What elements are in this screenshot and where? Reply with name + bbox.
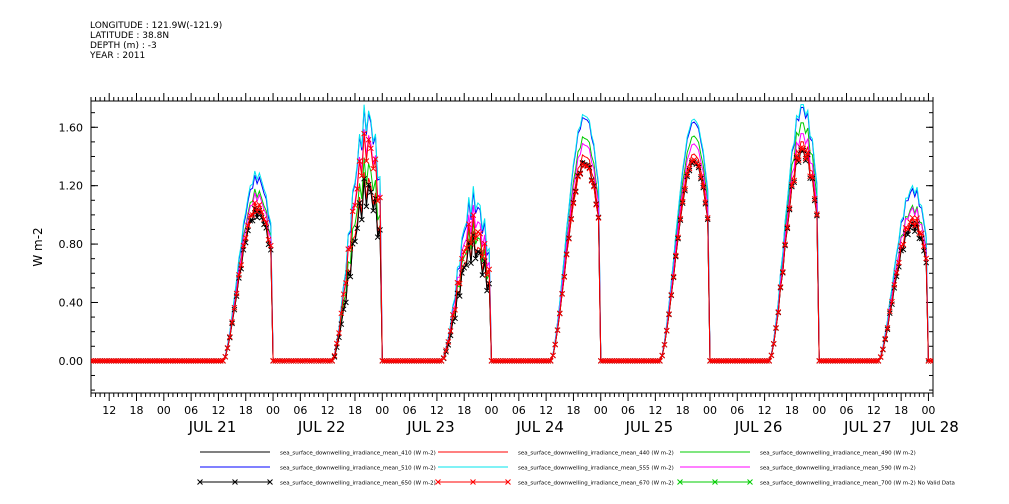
x-hour-tick-label: 12 (539, 404, 553, 417)
legend-label: sea_surface_downwelling_irradiance_mean_… (760, 481, 955, 487)
series-markers-650 (91, 147, 933, 364)
x-hour-tick-label: 06 (512, 404, 526, 417)
legend-marker (470, 479, 476, 485)
legend-marker (197, 479, 203, 485)
series-line-410 (91, 147, 933, 362)
legend-marker (435, 479, 441, 485)
legend-label: sea_surface_downwelling_irradiance_mean_… (280, 466, 436, 472)
x-day-label: JUL 25 (625, 418, 674, 436)
y-tick-label: 0.00 (59, 355, 84, 368)
x-hour-tick-label: 12 (648, 404, 662, 417)
legend-marker (232, 479, 238, 485)
y-tick-label: 1.60 (59, 121, 84, 134)
legend-label: sea_surface_downwelling_irradiance_mean_… (518, 451, 674, 457)
x-day-label: JUL 26 (734, 418, 783, 436)
x-hour-tick-label: 18 (457, 404, 471, 417)
x-hour-tick-label: 12 (430, 404, 444, 417)
y-tick-label: 0.80 (59, 238, 84, 251)
depth-text: DEPTH (m) : -3 (90, 41, 157, 51)
longitude-text: LONGITUDE : 121.9W(-121.9) (90, 21, 223, 31)
x-hour-tick-label: 00 (703, 404, 717, 417)
x-hour-tick-label: 12 (758, 404, 772, 417)
x-hour-tick-label: 12 (102, 404, 116, 417)
x-hour-tick-label: 06 (730, 404, 744, 417)
x-hour-tick-label: 12 (867, 404, 881, 417)
dataset-header: LONGITUDE : 121.9W(-121.9) LATITUDE : 38… (90, 21, 222, 61)
year-text: YEAR : 2011 (90, 51, 146, 61)
x-hour-tick-label: 18 (676, 404, 690, 417)
x-day-label: JUL 28 (910, 418, 959, 436)
series-line-440 (91, 141, 933, 362)
legend-label: sea_surface_downwelling_irradiance_mean_… (518, 481, 674, 487)
x-day-label: JUL 24 (515, 418, 564, 436)
x-hour-tick-label: 06 (840, 404, 854, 417)
x-day-label: JUL 23 (406, 418, 455, 436)
y-tick-label: 0.40 (59, 296, 84, 309)
legend-label: sea_surface_downwelling_irradiance_mean_… (280, 481, 436, 487)
legend-label: sea_surface_downwelling_irradiance_mean_… (518, 466, 674, 472)
legend-marker (712, 479, 718, 485)
series-line-510 (91, 106, 933, 362)
series-line-555 (91, 103, 933, 362)
series-line-650 (91, 149, 933, 362)
x-hour-tick-label: 18 (894, 404, 908, 417)
x-hour-tick-label: 00 (375, 404, 389, 417)
series-line-590 (91, 129, 933, 362)
x-hour-tick-label: 00 (157, 404, 171, 417)
x-hour-tick-label: 12 (321, 404, 335, 417)
x-hour-tick-label: 18 (566, 404, 580, 417)
legend-label: sea_surface_downwelling_irradiance_mean_… (760, 466, 916, 472)
x-hour-tick-label: 00 (485, 404, 499, 417)
x-hour-tick-label: 18 (785, 404, 799, 417)
x-hour-tick-label: 00 (594, 404, 608, 417)
legend-marker (267, 479, 273, 485)
x-hour-tick-label: 18 (239, 404, 253, 417)
legend-marker (677, 479, 683, 485)
x-day-label: JUL 21 (188, 418, 237, 436)
x-hour-tick-label: 06 (621, 404, 635, 417)
latitude-text: LATITUDE : 38.8N (90, 31, 170, 41)
legend-label: sea_surface_downwelling_irradiance_mean_… (760, 451, 916, 457)
x-hour-tick-label: 00 (812, 404, 826, 417)
x-hour-tick-label: 06 (403, 404, 417, 417)
legend-label: sea_surface_downwelling_irradiance_mean_… (280, 451, 436, 457)
x-hour-tick-label: 06 (184, 404, 198, 417)
y-tick-label: 1.20 (59, 180, 84, 193)
x-hour-tick-label: 18 (130, 404, 144, 417)
series-line-670 (91, 133, 933, 362)
x-day-label: JUL 22 (297, 418, 346, 436)
plot-frame (90, 100, 934, 394)
x-hour-tick-label: 00 (266, 404, 280, 417)
series-markers-670 (91, 130, 933, 364)
x-hour-tick-label: 12 (211, 404, 225, 417)
x-hour-tick-label: 18 (348, 404, 362, 417)
y-axis-label: W m-2 (31, 227, 45, 266)
x-day-label: JUL 27 (843, 418, 892, 436)
x-hour-tick-label: 00 (921, 404, 935, 417)
legend-marker (747, 479, 753, 485)
legend-marker (505, 479, 511, 485)
x-hour-tick-label: 06 (293, 404, 307, 417)
